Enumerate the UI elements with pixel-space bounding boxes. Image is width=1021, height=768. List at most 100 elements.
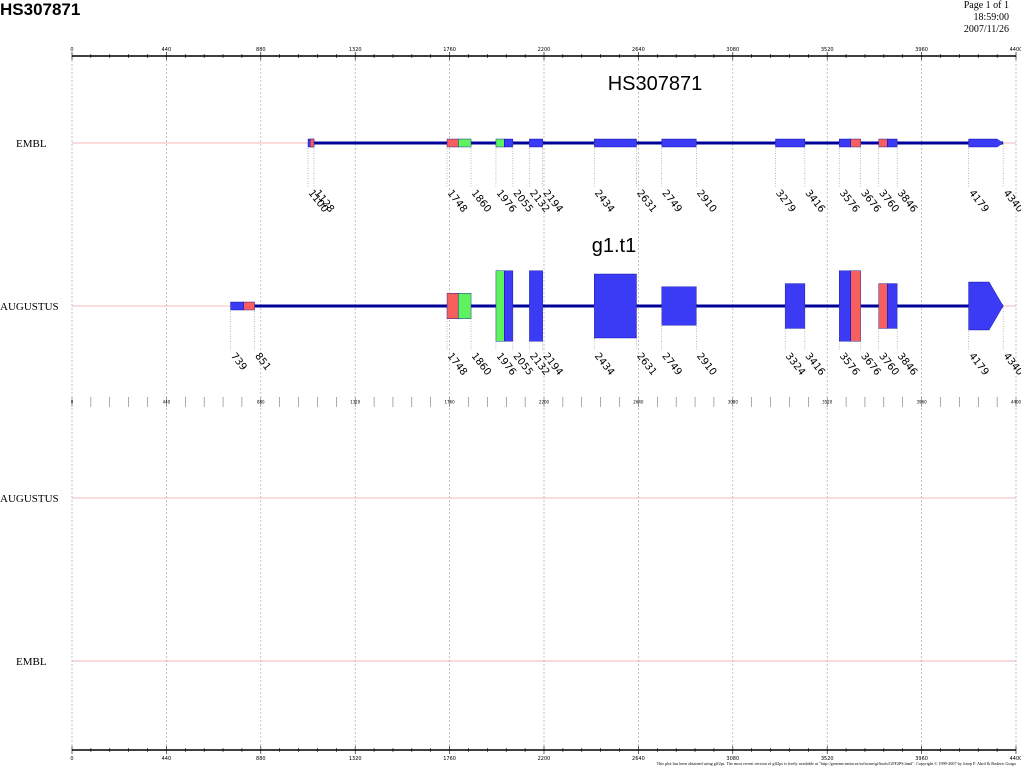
track-label: EMBL xyxy=(16,138,47,150)
exon-block xyxy=(887,283,898,329)
track-label: AUGUSTUS xyxy=(0,301,59,313)
exon-block xyxy=(594,138,637,148)
exon-block xyxy=(230,301,244,311)
exon-block xyxy=(504,270,514,342)
coord-label: 1860 xyxy=(469,351,493,378)
tick-label: 3960 xyxy=(915,756,928,762)
tick-label: 2640 xyxy=(632,47,645,53)
exon-block xyxy=(839,270,851,342)
exon-block xyxy=(850,138,861,148)
coord-label: 2631 xyxy=(634,188,658,215)
exon-arrow xyxy=(968,281,1004,331)
tick-label: 880 xyxy=(256,756,266,762)
coord-label: 4179 xyxy=(966,351,990,378)
exon-block xyxy=(850,270,861,342)
coord-label: 4340 xyxy=(1001,188,1021,215)
exon-block xyxy=(495,270,505,342)
middle-tick-label: 4400 xyxy=(1011,400,1021,405)
exon-block xyxy=(775,138,806,148)
tick-label: 3080 xyxy=(726,756,739,762)
gene-name: g1.t1 xyxy=(592,235,636,257)
coord-label: 2434 xyxy=(592,351,616,378)
tick-label: 2200 xyxy=(538,47,551,53)
middle-tick-label: 880 xyxy=(257,400,265,405)
coord-label: 1860 xyxy=(469,188,493,215)
tick-label: 3520 xyxy=(821,47,834,53)
exon-block xyxy=(309,138,315,148)
middle-tick-label: 2640 xyxy=(633,400,644,405)
coord-label: 2749 xyxy=(659,351,683,378)
exon-block xyxy=(457,138,472,148)
coord-label: 4340 xyxy=(1001,351,1021,378)
coord-label: 2910 xyxy=(694,351,718,378)
tick-label: 1320 xyxy=(349,47,362,53)
middle-tick-label: 440 xyxy=(163,400,171,405)
exon-block xyxy=(887,138,898,148)
coord-label: 3576 xyxy=(837,188,861,215)
middle-tick-label: 0 xyxy=(71,400,74,405)
coord-label: 851 xyxy=(252,351,272,373)
coord-label: 2910 xyxy=(694,188,718,215)
middle-tick-label: 3520 xyxy=(822,400,833,405)
exon-block xyxy=(529,270,543,342)
tick-label: 4400 xyxy=(1010,47,1021,53)
exon-block xyxy=(529,138,543,148)
tick-label: 440 xyxy=(162,47,172,53)
exon-block xyxy=(457,293,472,320)
tick-label: 880 xyxy=(256,47,266,53)
tick-label: 440 xyxy=(162,756,172,762)
coord-label: 3576 xyxy=(837,351,861,378)
exon-block xyxy=(878,138,888,148)
exon-block xyxy=(594,273,637,339)
middle-tick-label: 2200 xyxy=(539,400,550,405)
coord-label: 1748 xyxy=(445,351,469,378)
middle-tick-label: 1320 xyxy=(350,400,361,405)
gene-name: HS307871 xyxy=(608,73,703,95)
coord-label: 3846 xyxy=(895,188,919,215)
tick-label: 3520 xyxy=(821,756,834,762)
exon-block xyxy=(878,283,888,329)
middle-tick-label: 1760 xyxy=(445,400,456,405)
coord-label: 3416 xyxy=(803,351,827,378)
exon-block xyxy=(495,138,505,148)
empty-track-label: AUGUSTUS xyxy=(0,493,59,505)
tick-label: 4400 xyxy=(1010,756,1021,762)
exon-block xyxy=(446,293,459,320)
exon-block xyxy=(839,138,851,148)
exon-block xyxy=(784,283,806,329)
tick-label: 0 xyxy=(70,756,73,762)
coord-label: 3416 xyxy=(803,188,827,215)
exon-block xyxy=(446,138,459,148)
page-info: Page 1 of 1 18:59:00 2007/11/26 xyxy=(964,0,1009,36)
exon-block xyxy=(504,138,514,148)
coord-label: 2749 xyxy=(659,188,683,215)
print-time: 18:59:00 xyxy=(973,12,1009,23)
coord-label: 2631 xyxy=(634,351,658,378)
exon-block xyxy=(661,138,697,148)
tick-label: 3080 xyxy=(726,47,739,53)
tick-label: 3960 xyxy=(915,47,928,53)
footer-credit: This plot has been obtained using gff2ps… xyxy=(657,761,1016,766)
empty-track-label: EMBL xyxy=(16,656,47,668)
tick-label: 2200 xyxy=(538,756,551,762)
coord-label: 739 xyxy=(228,351,248,373)
coord-label: 3324 xyxy=(783,351,807,378)
exon-block xyxy=(243,301,255,311)
coord-label: 1748 xyxy=(445,188,469,215)
middle-tick-label: 3960 xyxy=(917,400,928,405)
coord-label: 4179 xyxy=(966,188,990,215)
tick-label: 1320 xyxy=(349,756,362,762)
tick-label: 1760 xyxy=(443,756,456,762)
tick-label: 0 xyxy=(70,47,73,53)
page-title: HS307871 xyxy=(0,0,81,19)
tick-label: 1760 xyxy=(443,47,456,53)
exon-arrow xyxy=(968,138,1004,148)
tick-label: 2640 xyxy=(632,756,645,762)
middle-tick-label: 3080 xyxy=(728,400,739,405)
coord-label: 3279 xyxy=(773,188,797,215)
page-number: Page 1 of 1 xyxy=(963,0,1009,11)
coord-label: 2434 xyxy=(592,188,616,215)
exon-block xyxy=(661,286,697,326)
coord-label: 3846 xyxy=(895,351,919,378)
